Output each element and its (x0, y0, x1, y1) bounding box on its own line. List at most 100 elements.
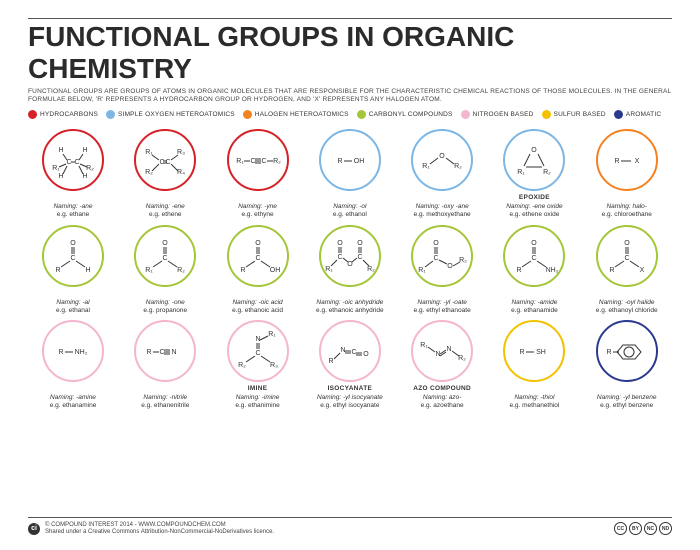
group-naming: Naming: azo- (423, 394, 462, 402)
svg-text:R: R (614, 158, 619, 165)
svg-text:R₃: R₃ (177, 149, 185, 156)
structure-circle: OCRH (42, 225, 104, 287)
group-naming: Naming: -ene (146, 203, 185, 211)
svg-text:R: R (337, 158, 342, 165)
group-example: e.g. ethanal (56, 307, 90, 315)
svg-text:C: C (255, 255, 260, 262)
group-naming: Naming: -oyl halide (599, 299, 655, 307)
svg-text:H: H (82, 147, 87, 154)
page-title: FUNCTIONAL GROUPS IN ORGANIC CHEMISTRY (28, 21, 672, 85)
footer-text: © COMPOUND INTEREST 2014 - WWW.COMPOUNDC… (45, 522, 274, 536)
svg-text:N: N (447, 346, 452, 353)
structure-circle: OCR₁OR₂ (411, 225, 473, 287)
group-naming: Naming: -nitrile (143, 394, 187, 402)
group-cell: R₁OR₂Naming: -oxy -anee.g. methoxyethane (397, 129, 487, 219)
group-cell: OCRNH₂Naming: -amidee.g. ethanamide (489, 225, 579, 315)
structure-circle: RX (596, 129, 658, 191)
svg-text:SH: SH (537, 349, 547, 356)
group-cell: OCOCOR₁R₂Naming: -oic anhydridee.g. etha… (305, 225, 395, 315)
group-name: IMINE (248, 385, 268, 393)
group-example: e.g. propanone (143, 307, 187, 315)
group-cell: RNH₂Naming: -aminee.g. ethanamine (28, 320, 118, 410)
svg-text:O: O (70, 240, 76, 247)
legend-item: NITROGEN BASED (461, 110, 534, 119)
svg-text:C: C (532, 255, 537, 262)
group-example: e.g. methoxyethane (414, 211, 471, 219)
group-cell: OCR₁R₂Naming: -onee.g. propanone (120, 225, 210, 315)
svg-text:R: R (328, 358, 333, 365)
group-cell: OCROHNaming: -oic acide.g. ethanoic acid (213, 225, 303, 315)
legend-dot-icon (542, 110, 551, 119)
structure-circle: R₁OR₂ (411, 129, 473, 191)
svg-text:R₂: R₂ (544, 169, 552, 176)
group-example: e.g. ethanol (333, 211, 367, 219)
svg-text:R₁: R₁ (52, 165, 60, 172)
group-example: e.g. chloroethane (602, 211, 652, 219)
group-cell: OCRHNaming: -ale.g. ethanal (28, 225, 118, 315)
legend-dot-icon (28, 110, 37, 119)
group-example: e.g. azoethane (421, 402, 464, 410)
svg-text:R₁: R₁ (325, 266, 333, 273)
svg-text:NH₂: NH₂ (75, 349, 88, 356)
legend-dot-icon (106, 110, 115, 119)
svg-text:N: N (172, 349, 177, 356)
svg-text:R₃: R₃ (270, 362, 278, 369)
group-cell: OCRXNaming: -oyl halidee.g. ethanoyl chl… (582, 225, 672, 315)
svg-text:O: O (337, 240, 343, 247)
cc-badge-icon: BY (629, 522, 642, 535)
legend-label: CARBONYL COMPOUNDS (369, 111, 453, 118)
group-cell: R₁NNR₂AZO COMPOUNDNaming: azo-e.g. azoet… (397, 320, 487, 410)
group-example: e.g. ethanoic anhydride (316, 307, 384, 315)
structure-circle: R₁R₃CCR₂R₄ (134, 129, 196, 191)
group-name: ISOCYANATE (328, 385, 373, 393)
group-naming: Naming: -ol (333, 203, 366, 211)
svg-text:C: C (351, 349, 356, 356)
svg-text:N: N (255, 336, 260, 343)
structure-circle: R NH₂ (42, 320, 104, 382)
group-cell: R₁CCR₂Naming: -ynee.g. ethyne (213, 129, 303, 219)
svg-text:R₁: R₁ (236, 158, 244, 165)
svg-text:C: C (337, 254, 342, 261)
legend-dot-icon (243, 110, 252, 119)
cc-badge-icon: NC (644, 522, 657, 535)
cc-badge-icon: CC (614, 522, 627, 535)
svg-text:NH₂: NH₂ (546, 267, 559, 274)
svg-text:R₁: R₁ (422, 163, 430, 170)
svg-text:R₂: R₂ (367, 266, 375, 273)
svg-text:O: O (363, 351, 369, 358)
group-naming: Naming: -one (146, 299, 185, 307)
structure-circle: R₁CCR₂ (227, 129, 289, 191)
svg-text:R: R (240, 267, 245, 274)
group-example: e.g. ethyne (241, 211, 273, 219)
legend-item: SULFUR BASED (542, 110, 606, 119)
legend-label: AROMATIC (626, 111, 661, 118)
group-cell: RX Naming: halo-e.g. chloroethane (582, 129, 672, 219)
legend-label: HALOGEN HETEROATOMICS (255, 111, 349, 118)
group-naming: Naming: -oic acid (232, 299, 282, 307)
group-naming: Naming: -oic anhydride (316, 299, 383, 307)
svg-text:R₂: R₂ (458, 355, 466, 362)
svg-text:OH: OH (354, 158, 365, 165)
group-cell: RCNNaming: -nitrilee.g. ethanenitrile (120, 320, 210, 410)
svg-text:R₁: R₁ (420, 342, 428, 349)
svg-text:R: R (58, 349, 63, 356)
legend-item: HALOGEN HETEROATOMICS (243, 110, 349, 119)
svg-text:O: O (255, 240, 261, 247)
group-example: e.g. methanethiol (509, 402, 559, 410)
structure-circle: RCN (134, 320, 196, 382)
svg-text:C: C (70, 255, 75, 262)
svg-text:N: N (340, 347, 345, 354)
footer-license: Shared under a Creative Commons Attribut… (45, 529, 274, 536)
group-cell: OR₁R₂EPOXIDENaming: -ene oxidee.g. ethen… (489, 129, 579, 219)
legend-dot-icon (614, 110, 623, 119)
group-naming: Naming: -ene oxide (506, 203, 562, 211)
group-naming: Naming: halo- (606, 203, 646, 211)
structure-circle: OCRX (596, 225, 658, 287)
structure-circle: OCROH (227, 225, 289, 287)
svg-text:R₁: R₁ (518, 169, 526, 176)
svg-text:H: H (85, 267, 90, 274)
group-example: e.g. ethanimine (235, 402, 279, 410)
svg-text:O: O (447, 263, 453, 270)
svg-text:R₁: R₁ (268, 331, 276, 338)
group-example: e.g. ethyl isocyanate (320, 402, 379, 410)
